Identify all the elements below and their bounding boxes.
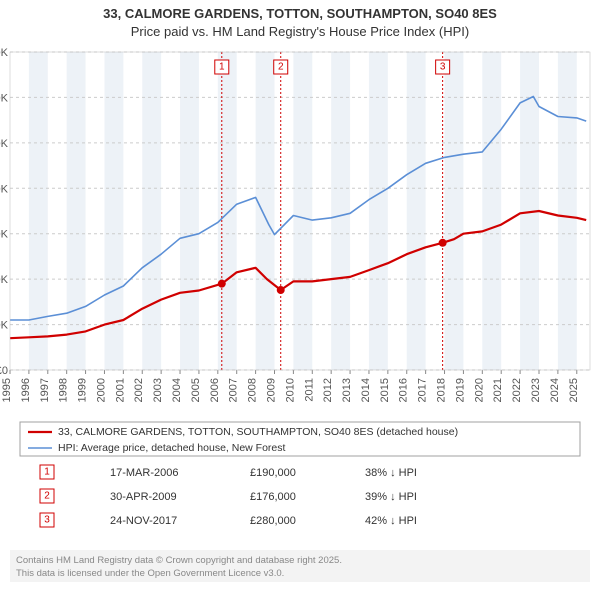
x-tick-label: 1998 — [58, 378, 70, 402]
sale-pct: 39% ↓ HPI — [365, 491, 417, 503]
legend-label: HPI: Average price, detached house, New … — [58, 442, 286, 454]
x-tick-label: 1996 — [20, 378, 32, 402]
x-tick-label: 2024 — [549, 378, 561, 402]
sale-price: £176,000 — [250, 491, 296, 503]
x-tick-label: 2006 — [209, 378, 221, 402]
x-tick-label: 2009 — [265, 378, 277, 402]
sale-marker-number: 1 — [219, 62, 225, 73]
x-tick-label: 2003 — [152, 378, 164, 402]
x-tick-label: 2000 — [95, 378, 107, 402]
plot-area — [10, 52, 590, 374]
x-tick-label: 1999 — [77, 378, 89, 402]
y-tick-label: £300K — [0, 229, 9, 241]
sale-date: 17-MAR-2006 — [110, 467, 178, 479]
sale-price: £280,000 — [250, 515, 296, 527]
x-tick-label: 2005 — [190, 378, 202, 402]
x-tick-label: 2002 — [133, 378, 145, 402]
footer-line1: Contains HM Land Registry data © Crown c… — [16, 555, 342, 566]
legend-label: 33, CALMORE GARDENS, TOTTON, SOUTHAMPTON… — [58, 426, 458, 438]
x-tick-label: 2015 — [379, 378, 391, 402]
x-tick-label: 2001 — [114, 378, 126, 402]
x-tick-label: 2018 — [436, 378, 448, 402]
x-tick-label: 2010 — [284, 378, 296, 402]
chart-svg: 33, CALMORE GARDENS, TOTTON, SOUTHAMPTON… — [0, 0, 600, 590]
x-tick-label: 2013 — [341, 378, 353, 402]
chart-subtitle: Price paid vs. HM Land Registry's House … — [131, 24, 469, 39]
sale-marker-dot — [277, 286, 285, 294]
x-tick-label: 2014 — [360, 378, 372, 402]
sale-date: 24-NOV-2017 — [110, 515, 177, 527]
x-tick-label: 2011 — [303, 378, 315, 402]
sale-marker-dot — [218, 280, 226, 288]
y-tick-label: £100K — [0, 320, 9, 332]
x-tick-label: 2012 — [322, 378, 334, 402]
x-tick-label: 2021 — [492, 378, 504, 402]
x-tick-label: 2008 — [247, 378, 259, 402]
sale-price: £190,000 — [250, 467, 296, 479]
y-tick-label: £400K — [0, 183, 9, 195]
x-tick-label: 1995 — [1, 378, 13, 402]
y-tick-label: £600K — [0, 92, 9, 104]
y-tick-label: £200K — [0, 274, 9, 286]
sale-row-number: 3 — [44, 515, 50, 526]
footer-line2: This data is licensed under the Open Gov… — [16, 568, 284, 579]
sale-pct: 38% ↓ HPI — [365, 467, 417, 479]
sale-marker-number: 2 — [278, 62, 284, 73]
x-tick-label: 2023 — [530, 378, 542, 402]
x-tick-label: 2007 — [228, 378, 240, 402]
sale-date: 30-APR-2009 — [110, 491, 177, 503]
x-tick-label: 2025 — [568, 378, 580, 402]
sale-row-number: 1 — [44, 467, 50, 478]
sale-marker-number: 3 — [440, 62, 446, 73]
y-tick-label: £0 — [0, 365, 8, 377]
x-tick-label: 2019 — [454, 378, 466, 402]
x-tick-label: 2020 — [473, 378, 485, 402]
y-tick-label: £500K — [0, 138, 9, 150]
sale-marker-dot — [439, 239, 447, 247]
x-tick-label: 2016 — [398, 378, 410, 402]
sale-pct: 42% ↓ HPI — [365, 515, 417, 527]
x-tick-label: 2017 — [417, 378, 429, 402]
chart-title: 33, CALMORE GARDENS, TOTTON, SOUTHAMPTON… — [103, 6, 497, 21]
sale-row-number: 2 — [44, 491, 50, 502]
x-tick-label: 2004 — [171, 378, 183, 402]
x-tick-label: 2022 — [511, 378, 523, 402]
y-tick-label: £700K — [0, 47, 9, 59]
x-tick-label: 1997 — [39, 378, 51, 402]
